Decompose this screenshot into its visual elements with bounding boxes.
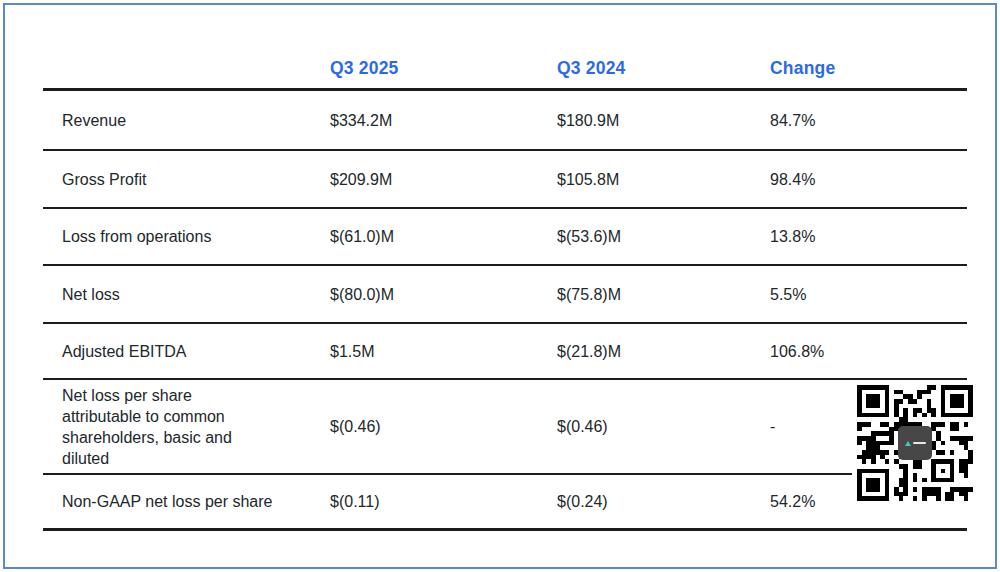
row-label: Revenue [43, 110, 330, 131]
value-q3-2025: $(0.46) [330, 416, 557, 437]
table-row-revenue: Revenue $334.2M $180.9M 84.7% [43, 91, 967, 151]
value-q3-2025: $209.9M [330, 169, 557, 190]
value-q3-2025: $1.5M [330, 341, 557, 362]
table-row-loss-from-operations: Loss from operations $(61.0)M $(53.6)M 1… [43, 209, 967, 266]
table-row-net-loss: Net loss $(80.0)M $(75.8)M 5.5% [43, 266, 967, 324]
value-q3-2024: $105.8M [557, 169, 770, 190]
value-q3-2024: $(0.46) [557, 416, 770, 437]
row-label: Adjusted EBITDA [43, 341, 330, 362]
page: Q3 2025 Q3 2024 Change Revenue $334.2M $… [0, 0, 1000, 572]
value-change: 98.4% [770, 169, 967, 190]
table-body: Revenue $334.2M $180.9M 84.7% Gross Prof… [43, 91, 967, 531]
row-label: Net loss per share attributable to commo… [43, 385, 262, 469]
value-q3-2024: $(75.8)M [557, 284, 770, 305]
table-row-gross-profit: Gross Profit $209.9M $105.8M 98.4% [43, 151, 967, 209]
value-change: 5.5% [770, 284, 967, 305]
table-row-non-gaap-net-loss-per-share: Non-GAAP net loss per share $(0.11) $(0.… [43, 475, 967, 531]
value-q3-2024: $(21.8)M [557, 341, 770, 362]
value-change: 84.7% [770, 110, 967, 131]
value-change: 13.8% [770, 226, 967, 247]
row-label: Gross Profit [43, 169, 330, 190]
value-q3-2025: $(61.0)M [330, 226, 557, 247]
qr-logo-wordmark [913, 442, 926, 444]
qr-logo-mark-icon [905, 441, 911, 446]
table-row-net-loss-per-share: Net loss per share attributable to commo… [43, 380, 967, 475]
financial-comparison-table: Q3 2025 Q3 2024 Change Revenue $334.2M $… [43, 48, 967, 531]
row-label: Non-GAAP net loss per share [43, 491, 330, 512]
row-label: Loss from operations [43, 226, 330, 247]
qr-code [852, 381, 978, 505]
value-q3-2025: $334.2M [330, 110, 557, 131]
value-q3-2025: $(0.11) [330, 491, 557, 512]
value-q3-2024: $(0.24) [557, 491, 770, 512]
column-header-q3-2024: Q3 2024 [557, 58, 770, 79]
value-q3-2024: $(53.6)M [557, 226, 770, 247]
value-change: 106.8% [770, 341, 967, 362]
value-q3-2024: $180.9M [557, 110, 770, 131]
row-label: Net loss [43, 284, 330, 305]
qr-center-logo [898, 426, 932, 460]
value-q3-2025: $(80.0)M [330, 284, 557, 305]
column-header-q3-2025: Q3 2025 [330, 58, 557, 79]
column-header-change: Change [770, 58, 967, 79]
table-row-adjusted-ebitda: Adjusted EBITDA $1.5M $(21.8)M 106.8% [43, 324, 967, 380]
table-header-row: Q3 2025 Q3 2024 Change [43, 48, 967, 91]
